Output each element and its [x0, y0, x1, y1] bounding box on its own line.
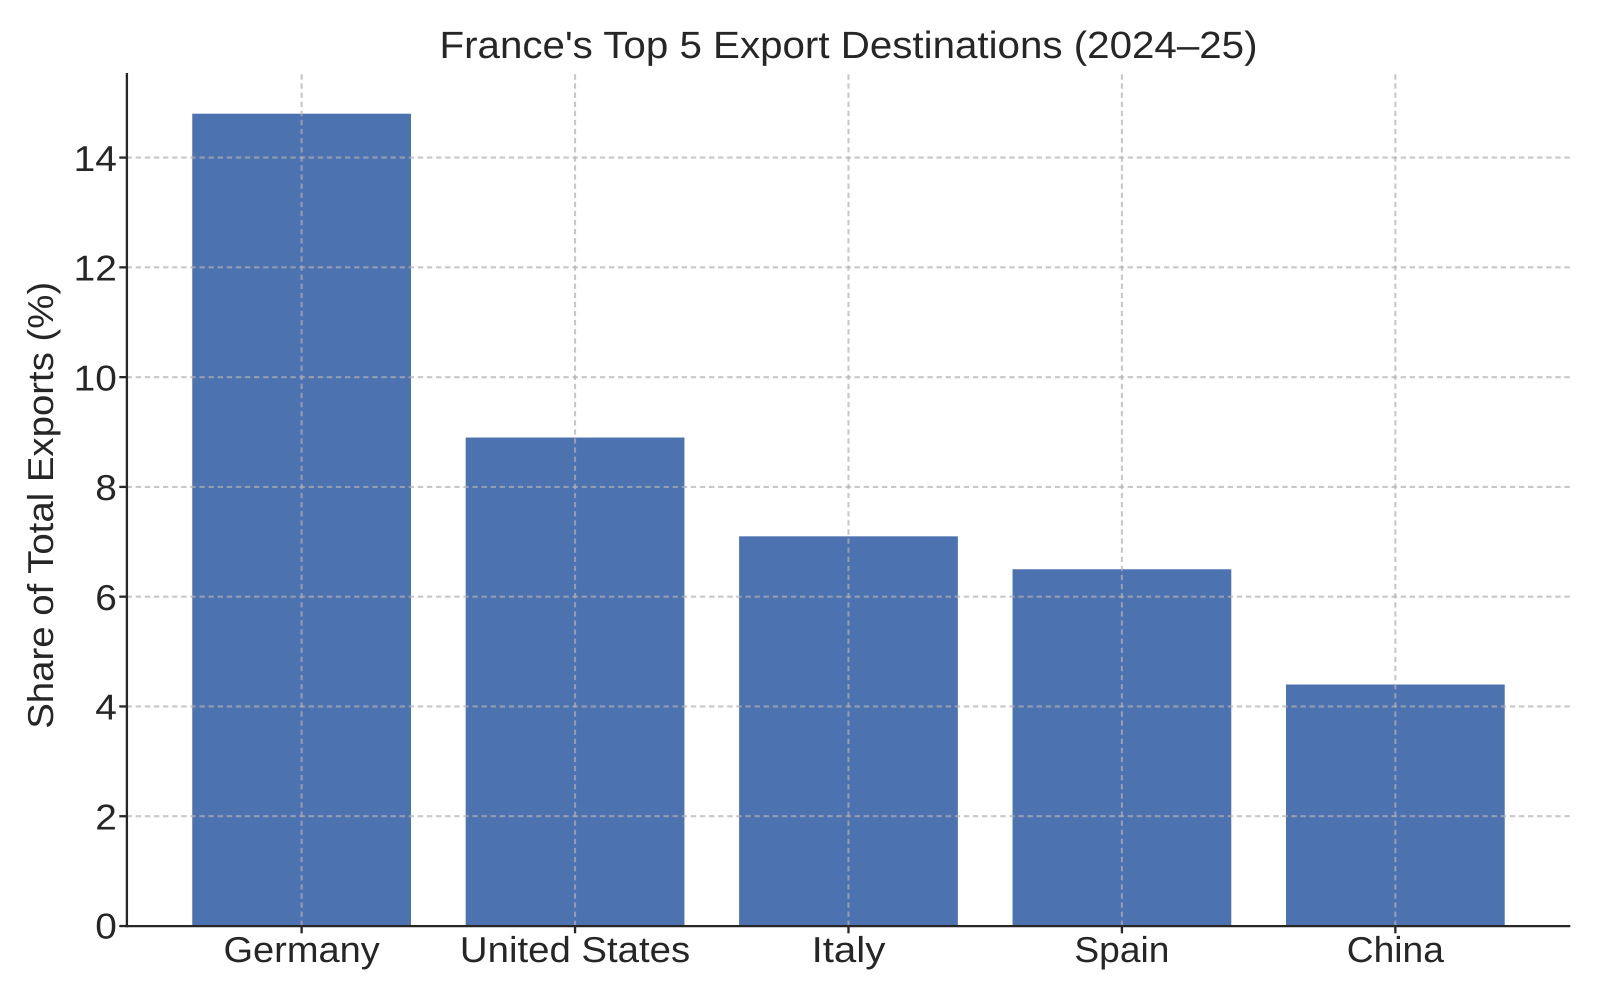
svg-text:12: 12 — [74, 248, 117, 289]
svg-text:6: 6 — [95, 577, 117, 618]
svg-text:4: 4 — [95, 687, 117, 728]
svg-text:France's Top 5 Export Destinat: France's Top 5 Export Destinations (2024… — [440, 25, 1258, 67]
svg-text:Italy: Italy — [812, 929, 886, 970]
svg-text:Spain: Spain — [1074, 929, 1169, 970]
svg-text:8: 8 — [95, 467, 117, 508]
svg-text:Germany: Germany — [223, 929, 379, 970]
svg-text:10: 10 — [74, 357, 117, 398]
svg-text:0: 0 — [95, 906, 117, 947]
svg-text:Share of Total Exports (%): Share of Total Exports (%) — [20, 282, 61, 729]
svg-text:2: 2 — [95, 796, 117, 837]
svg-text:14: 14 — [74, 138, 117, 179]
svg-text:China: China — [1347, 929, 1445, 970]
svg-text:United States: United States — [460, 929, 690, 970]
